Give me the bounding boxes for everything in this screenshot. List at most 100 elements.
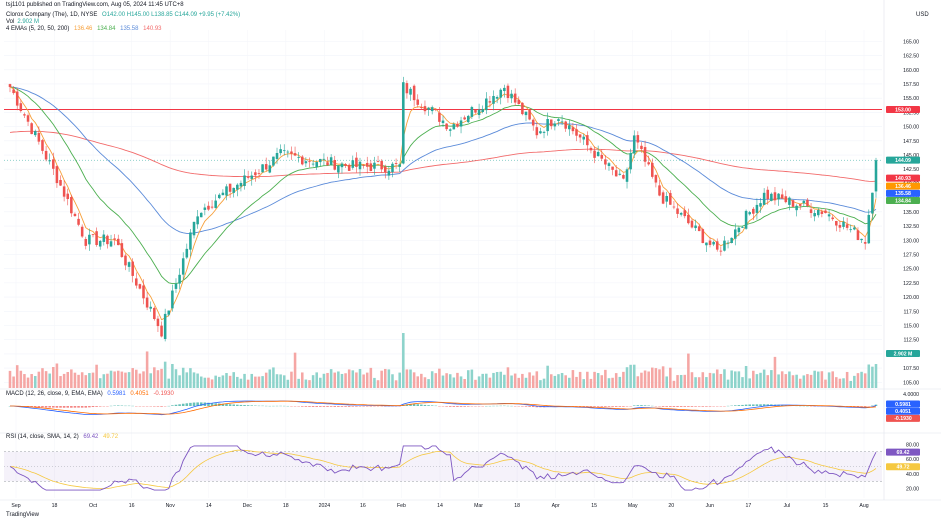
macd-histogram-bar bbox=[189, 402, 192, 406]
macd-histogram-bar bbox=[528, 406, 531, 407]
candle-body bbox=[614, 170, 618, 177]
macd-histogram-bar bbox=[780, 404, 784, 406]
candle-body bbox=[730, 237, 733, 244]
macd-histogram-bar bbox=[196, 402, 199, 406]
rsi-y-tick: 80.00 bbox=[906, 442, 919, 448]
macd-histogram-bar bbox=[759, 404, 762, 406]
y-tick-label: 135.00 bbox=[903, 210, 919, 216]
volume-bar bbox=[402, 333, 405, 388]
macd-histogram-bar bbox=[315, 406, 318, 407]
candle-body bbox=[214, 200, 217, 208]
macd-histogram-bar bbox=[236, 404, 239, 406]
ema200-line bbox=[9, 130, 877, 182]
candle-body bbox=[319, 158, 322, 163]
macd-histogram-bar bbox=[665, 406, 668, 407]
volume-bar bbox=[806, 374, 809, 388]
macd-histogram-bar bbox=[412, 403, 416, 406]
price-tag-label: 140.93 bbox=[895, 176, 911, 182]
volume-bar bbox=[30, 374, 33, 388]
candle-body bbox=[73, 213, 77, 217]
volume-bar bbox=[463, 379, 466, 388]
candle-body bbox=[218, 194, 221, 199]
volume-bar bbox=[531, 375, 535, 388]
macd-histogram-bar bbox=[232, 404, 235, 406]
macd-histogram-bar bbox=[333, 406, 337, 407]
candle-body bbox=[434, 108, 438, 111]
candle-body bbox=[676, 208, 679, 214]
symbol-line: Clorox Company (The), 1D, NYSE O142.00 H… bbox=[6, 12, 243, 19]
x-tick-label: Feb bbox=[397, 503, 406, 509]
candle-body bbox=[185, 248, 189, 258]
candle-body bbox=[640, 145, 643, 150]
macd-histogram-bar bbox=[156, 406, 160, 407]
macd-histogram-bar bbox=[420, 404, 423, 406]
candle-body bbox=[365, 162, 369, 167]
volume-bar bbox=[120, 371, 124, 388]
ema200-value: 140.93 bbox=[143, 26, 162, 32]
candle-body bbox=[416, 99, 420, 105]
candle-body bbox=[91, 234, 95, 235]
macd-histogram-bar bbox=[733, 405, 737, 406]
macd-histogram-bar bbox=[207, 402, 210, 406]
volume-bar bbox=[521, 373, 524, 388]
candle-body bbox=[109, 241, 113, 247]
volume-bar bbox=[333, 372, 337, 388]
volume-bar bbox=[802, 375, 806, 388]
volume-bar bbox=[719, 373, 723, 388]
volume-bar bbox=[798, 378, 802, 388]
candle-body bbox=[589, 147, 593, 151]
price-tag-label: 136.46 bbox=[895, 184, 911, 190]
volume-bar bbox=[326, 372, 329, 388]
candle-body bbox=[8, 84, 12, 87]
volume-bar bbox=[712, 373, 715, 388]
candle-body bbox=[398, 164, 401, 167]
volume-bar bbox=[106, 373, 109, 388]
volume-bar bbox=[438, 368, 441, 388]
volume-bar bbox=[77, 374, 80, 388]
volume-bar bbox=[485, 373, 488, 388]
candle-body bbox=[788, 197, 791, 205]
macd-tag-label: 0.5981 bbox=[895, 402, 911, 408]
candle-body bbox=[524, 111, 528, 116]
macd-histogram-bar bbox=[116, 405, 120, 406]
candle-body bbox=[531, 119, 535, 126]
volume-bar bbox=[517, 377, 521, 388]
macd-histogram-bar bbox=[70, 406, 73, 408]
candle-body bbox=[604, 159, 607, 165]
volume-bar bbox=[293, 352, 297, 388]
volume-bar bbox=[33, 376, 37, 388]
volume-bar bbox=[199, 376, 203, 388]
candle-body bbox=[308, 161, 311, 163]
x-tick-label: 14 bbox=[206, 503, 212, 509]
candle-body bbox=[636, 135, 640, 143]
volume-bar bbox=[564, 375, 567, 388]
volume-bar bbox=[676, 375, 679, 388]
candle-body bbox=[521, 102, 524, 115]
macd-histogram-bar bbox=[748, 404, 751, 406]
volume-bar bbox=[697, 377, 701, 388]
candle-body bbox=[539, 131, 542, 134]
volume-bar bbox=[254, 376, 257, 388]
volume-bar bbox=[228, 375, 232, 388]
volume-bar bbox=[80, 372, 84, 388]
candle-body bbox=[528, 110, 531, 120]
macd-histogram-bar bbox=[737, 405, 741, 406]
volume-bar bbox=[578, 371, 582, 388]
volume-bar bbox=[445, 373, 448, 388]
volume-bar bbox=[672, 380, 676, 388]
volume-bar bbox=[791, 375, 795, 388]
candle-body bbox=[394, 163, 398, 164]
volume-bar bbox=[23, 374, 26, 388]
volume-bar bbox=[113, 371, 116, 388]
volume-bar bbox=[871, 366, 874, 388]
candle-body bbox=[506, 85, 510, 99]
candle-body bbox=[135, 278, 138, 286]
volume-bar bbox=[135, 369, 138, 388]
candle-body bbox=[842, 221, 845, 227]
candle-body bbox=[225, 186, 228, 196]
volume-bar bbox=[88, 373, 91, 388]
volume-bar bbox=[322, 373, 326, 388]
macd-histogram-bar bbox=[459, 406, 463, 407]
candle-body bbox=[98, 240, 102, 247]
